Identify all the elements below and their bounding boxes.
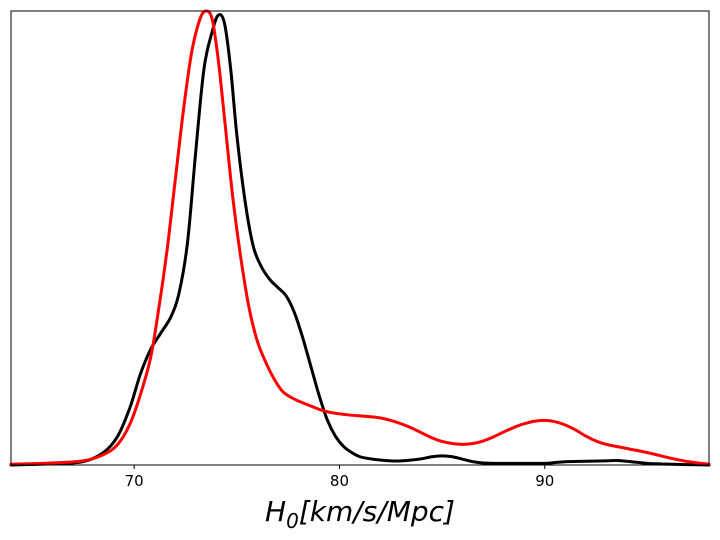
density-line-1 — [9, 13, 711, 467]
x-axis-label-units: [km/s/Mpc] — [299, 495, 455, 528]
x-tick-label: 80 — [330, 472, 349, 490]
x-axis-label: H0[km/s/Mpc] — [265, 495, 455, 533]
x-axis-ticks: 70 80 90 — [125, 465, 554, 490]
density-line-2 — [9, 9, 711, 466]
x-tick-label: 70 — [125, 472, 144, 490]
series-layer — [9, 9, 711, 467]
x-tick-label: 90 — [535, 472, 554, 490]
x-axis-label-symbol: H — [265, 495, 286, 528]
plot-frame — [10, 10, 710, 466]
x-axis-label-subscript: 0 — [286, 509, 299, 533]
